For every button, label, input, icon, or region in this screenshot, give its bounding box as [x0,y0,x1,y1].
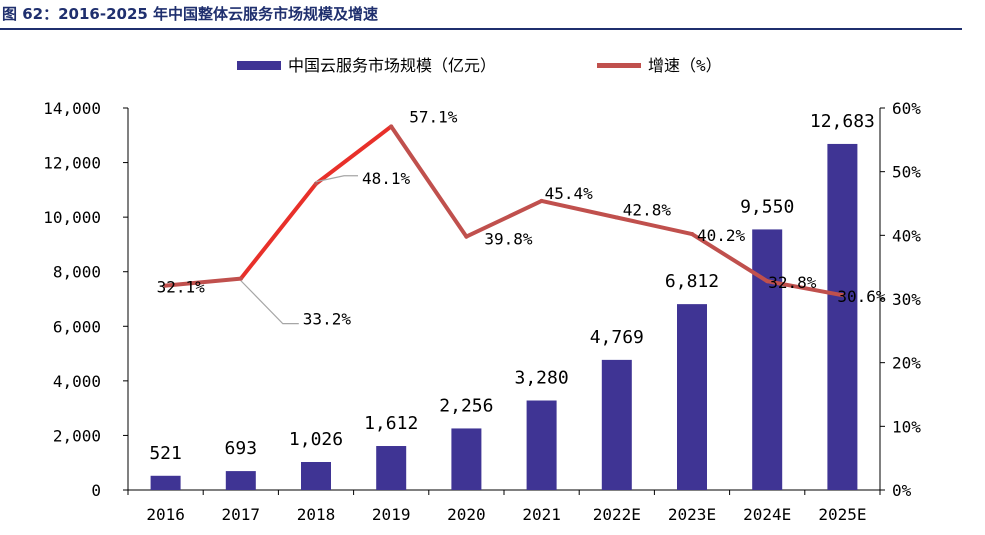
bar-data-label: 1,612 [364,413,418,434]
y-right-tick-label: 40% [892,226,921,245]
growth-point-2017 [238,276,243,281]
growth-point-2021 [539,198,544,203]
bar-2017 [225,471,256,490]
line-data-label: 33.2% [303,310,352,329]
y-right-tick-label: 50% [892,163,921,182]
bar-2022E [601,359,632,490]
growth-point-2018 [314,181,318,186]
bar-data-label: 3,280 [515,368,569,389]
leader-line-2018 [315,175,358,183]
growth-point-2022E [614,215,619,220]
y-left-tick-label: 2,000 [53,426,101,445]
bar-data-label: 12,683 [810,111,875,132]
growth-line-segment [238,181,318,281]
bar-2019 [376,446,407,490]
bar-2025E [827,143,858,490]
title-underline [0,28,962,30]
line-data-label: 30.6% [837,287,886,306]
legend-bar-swatch [237,61,281,70]
line-data-label: 40.2% [697,226,746,245]
growth-line-segment [314,124,394,186]
y-right-tick-label: 20% [892,354,921,373]
growth-point-2016 [163,283,168,288]
line-data-label: 48.1% [362,169,411,188]
growth-point-2025E [840,293,845,298]
x-tick-label: 2021 [522,505,561,524]
y-left-tick-label: 8,000 [53,263,101,282]
x-tick-label: 2025E [818,505,866,524]
growth-line-segment [690,232,770,284]
growth-line-segment [539,198,619,220]
chart-title: 图 62：2016-2025 年中国整体云服务市场规模及增速 [2,5,379,23]
growth-point-2020 [464,234,469,239]
leader-line-2017 [240,280,299,325]
x-tick-label: 2024E [743,505,791,524]
bar-data-label: 9,550 [740,196,794,217]
bar-2018 [301,462,331,490]
y-right-tick-label: 30% [892,290,921,309]
legend: 中国云服务市场规模（亿元） 增速（%） [237,56,722,75]
bar-2024E [752,229,783,490]
bar-2023E [677,304,707,490]
bar-2020 [451,428,482,490]
line-data-label: 45.4% [545,184,594,203]
bar-data-label: 2,256 [439,395,493,416]
y-right-tick-label: 60% [892,99,921,118]
x-tick-label: 2022E [593,505,641,524]
y-left-tick-label: 14,000 [43,99,101,118]
line-data-label: 32.8% [768,273,817,292]
y-left-tick-label: 10,000 [43,208,101,227]
y-left-tick-label: 6,000 [53,317,101,336]
line-data-label: 57.1% [409,107,458,126]
x-tick-label: 2017 [222,505,261,524]
y-left-tick-label: 12,000 [43,154,101,173]
growth-point-2023E [690,232,694,237]
growth-line-segment [464,198,544,239]
y-right-tick-label: 10% [892,417,921,436]
growth-point-2019 [389,124,394,129]
growth-line-segment [389,124,469,239]
growth-point-2024E [765,279,770,284]
x-tick-label: 2018 [297,505,336,524]
bar-data-label: 693 [225,438,258,459]
line-data-label: 42.8% [623,201,672,220]
legend-bar-label: 中国云服务市场规模（亿元） [288,56,496,75]
bar-data-label: 521 [149,443,182,464]
y-left-tick-label: 0 [91,481,101,500]
x-tick-label: 2016 [146,505,185,524]
growth-line-segment [765,279,845,298]
growth-line-segment [163,276,243,288]
x-tick-label: 2019 [372,505,411,524]
bar-2021 [526,400,557,490]
line-data-label: 39.8% [484,230,533,249]
bar-data-label: 6,812 [665,271,719,292]
x-tick-label: 2023E [668,505,716,524]
bar-2016 [150,475,181,490]
x-tick-label: 2020 [447,505,486,524]
bar-data-label: 1,026 [289,429,343,450]
y-left-tick-label: 4,000 [53,372,101,391]
legend-line-label: 增速（%） [648,56,722,75]
growth-line-segment [614,215,694,237]
y-right-tick-label: 0% [892,481,912,500]
line-data-label: 32.1% [157,278,206,297]
bar-data-label: 4,769 [590,327,644,348]
